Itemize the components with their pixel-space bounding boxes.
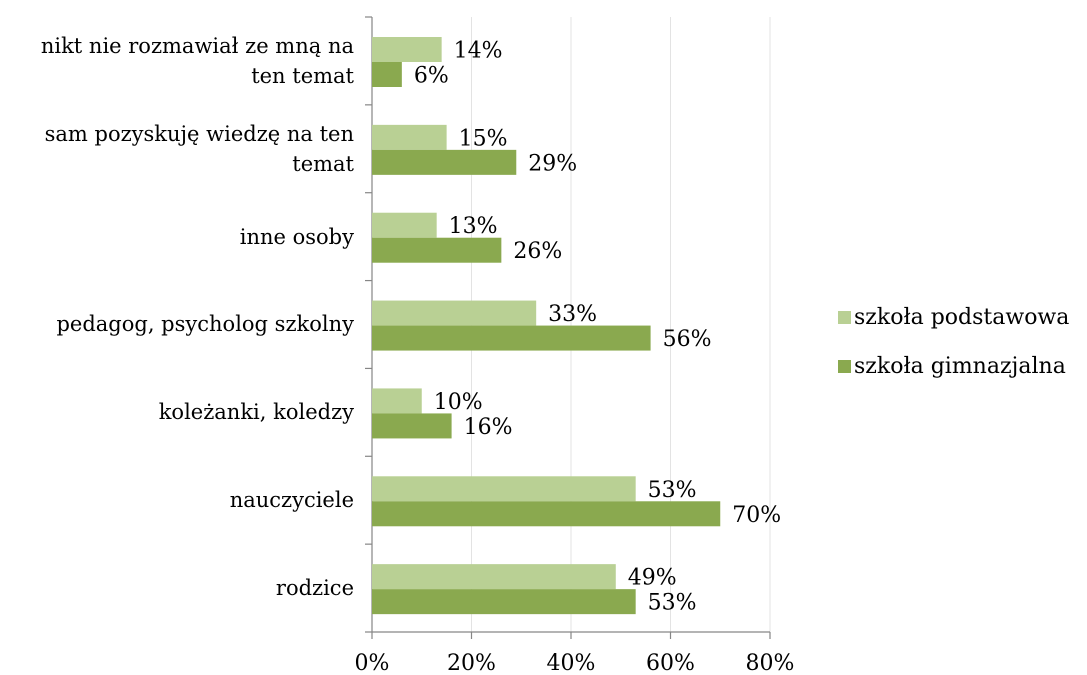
x-tick-label: 20%	[447, 651, 496, 675]
data-label: 16%	[464, 415, 513, 440]
bar	[372, 212, 437, 238]
legend-swatch	[838, 360, 851, 373]
bar	[372, 149, 517, 175]
bar	[372, 37, 442, 62]
category-label: sam pozyskuję wiedzę na ten temat	[44, 121, 354, 176]
x-tick-label: 40%	[547, 651, 596, 675]
data-label: 53%	[648, 591, 697, 616]
x-tick-label: 80%	[746, 651, 795, 675]
data-label: 56%	[663, 327, 712, 352]
bar	[372, 476, 636, 502]
bar	[372, 589, 636, 615]
category-label: inne osoby	[239, 224, 354, 249]
data-label: 6%	[414, 64, 449, 89]
category-label: nikt nie rozmawiał ze mną na ten temat	[40, 33, 354, 88]
x-tick-label: 0%	[355, 651, 390, 675]
data-label: 13%	[449, 214, 498, 239]
data-label: 14%	[454, 39, 503, 64]
data-label: 49%	[628, 566, 677, 591]
bar	[372, 124, 447, 150]
bar	[372, 325, 651, 351]
category-label: rodzice	[275, 576, 354, 601]
data-label: 70%	[732, 503, 781, 528]
legend-label: szkoła podstawowa	[854, 305, 1069, 330]
data-label: 53%	[648, 478, 697, 503]
legend-label: szkoła gimnazjalna	[854, 354, 1066, 379]
category-label: nauczyciele	[229, 488, 354, 513]
bar	[372, 413, 452, 439]
data-label: 15%	[459, 126, 508, 151]
bar	[372, 237, 502, 263]
x-tick-label: 60%	[646, 651, 695, 675]
category-label: pedagog, psycholog szkolny	[56, 312, 354, 337]
category-label: koleżanki, koledzy	[158, 400, 354, 425]
bar	[372, 62, 402, 87]
legend-swatch	[838, 311, 851, 324]
bar	[372, 300, 537, 326]
bar	[372, 388, 422, 414]
data-label: 10%	[434, 390, 483, 415]
bar	[372, 501, 721, 527]
bar	[372, 564, 616, 590]
data-label: 29%	[528, 151, 577, 176]
data-label: 33%	[548, 302, 597, 327]
data-label: 26%	[513, 239, 562, 264]
